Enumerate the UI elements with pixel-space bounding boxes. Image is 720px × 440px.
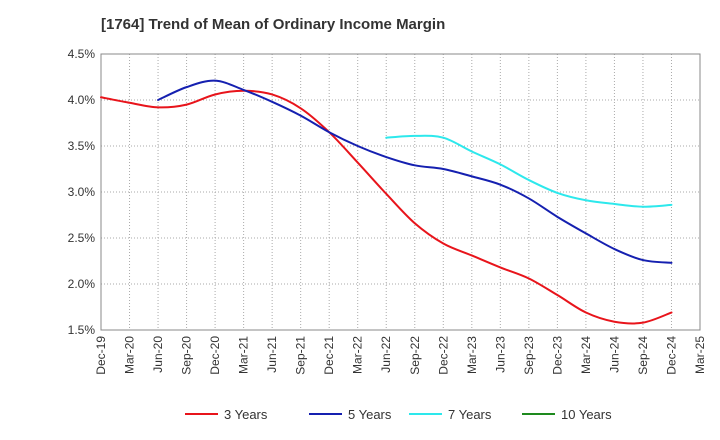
- x-tick-label: Mar-23: [465, 336, 479, 374]
- x-tick-label: Jun-21: [265, 336, 279, 373]
- legend-label-5-years: 5 Years: [348, 407, 392, 422]
- x-tick-label: Sep-22: [408, 336, 422, 375]
- x-tick-label: Sep-21: [294, 336, 308, 375]
- y-tick-label: 2.5%: [68, 231, 96, 245]
- x-tick-label: Dec-20: [208, 336, 222, 375]
- series-line-3-years: [100, 89, 673, 325]
- x-tick-label: Mar-20: [123, 336, 137, 374]
- series-line-5-years: [157, 79, 673, 264]
- x-tick-label: Dec-23: [550, 336, 564, 375]
- legend: 3 Years 5 Years 7 Years 10 Years: [185, 407, 612, 422]
- axes: [100, 53, 701, 331]
- x-tick-label: Jun-23: [493, 336, 507, 373]
- x-tick-labels: Dec-19 Mar-20 Jun-20 Sep-20 Dec-20 Mar-21 Jun-…: [94, 336, 707, 375]
- y-tick-label: 2.0%: [68, 277, 96, 291]
- y-tick-label: 3.5%: [68, 139, 96, 153]
- x-tick-label: Sep-20: [180, 336, 194, 375]
- y-tick-label: 4.0%: [68, 93, 96, 107]
- x-tick-label: Jun-24: [607, 336, 621, 373]
- x-tick-label: Sep-24: [636, 336, 650, 375]
- chart-title: [1764] Trend of Mean of Ordinary Income …: [101, 16, 446, 33]
- grid-lines: [101, 54, 700, 330]
- series-line-7-years: [385, 134, 673, 208]
- x-tick-label: Mar-24: [579, 336, 593, 374]
- x-tick-label: Mar-22: [351, 336, 365, 374]
- legend-label-3-years: 3 Years: [224, 407, 268, 422]
- x-tick-label: Jun-22: [379, 336, 393, 373]
- x-tick-label: Mar-25: [693, 336, 707, 374]
- x-tick-label: Dec-22: [436, 336, 450, 375]
- x-tick-label: Mar-21: [237, 336, 251, 374]
- legend-label-10-years: 10 Years: [561, 407, 612, 422]
- y-tick-label: 4.5%: [68, 47, 96, 61]
- x-tick-label: Sep-23: [522, 336, 536, 375]
- y-tick-label: 3.0%: [68, 185, 96, 199]
- x-tick-label: Dec-19: [94, 336, 108, 375]
- y-tick-label: 1.5%: [68, 323, 96, 337]
- x-tick-label: Dec-24: [664, 336, 678, 375]
- x-tick-label: Dec-21: [322, 336, 336, 375]
- y-tick-labels: 1.5% 2.0% 2.5% 3.0% 3.5% 4.0% 4.5%: [68, 47, 96, 337]
- plot-frame: [100, 53, 701, 331]
- legend-label-7-years: 7 Years: [448, 407, 492, 422]
- x-tick-label: Jun-20: [151, 336, 165, 373]
- series-lines: [100, 79, 673, 325]
